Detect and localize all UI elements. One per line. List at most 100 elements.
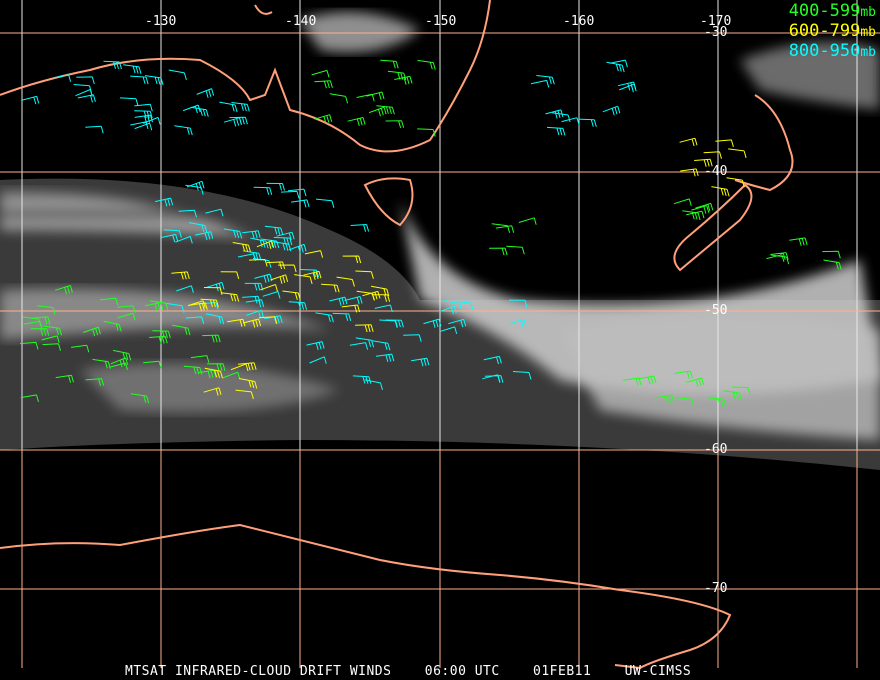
- wind-barb: [185, 316, 205, 325]
- wind-barb: [387, 70, 407, 81]
- wind-barb: [85, 378, 105, 387]
- wind-barb: [130, 75, 149, 85]
- wind-barb: [52, 74, 72, 82]
- wind-barb: [75, 89, 93, 97]
- wind-barb: [506, 245, 525, 255]
- wind-barb: [238, 362, 257, 371]
- wind-barb: [232, 242, 251, 253]
- wind-barb: [280, 190, 300, 199]
- wind-barb: [270, 274, 289, 284]
- wind-barb: [220, 292, 240, 302]
- wind-barb: [606, 61, 625, 73]
- wind-barb: [272, 241, 292, 252]
- wind-barb: [711, 186, 730, 197]
- lon-label-160: -160: [563, 14, 595, 29]
- wind-barb: [73, 84, 92, 93]
- pressure-legend: 400-599mb 600-799mb 800-950mb: [789, 2, 876, 62]
- wind-barb: [202, 334, 221, 343]
- wind-barb: [536, 75, 555, 85]
- wind-barb: [288, 243, 307, 254]
- wind-barb: [329, 93, 349, 104]
- wind-barb: [282, 290, 301, 301]
- wind-barbs: [19, 59, 842, 407]
- wind-barb: [246, 309, 264, 319]
- wind-barb: [314, 80, 333, 89]
- wind-barb: [42, 343, 61, 351]
- wind-barb: [703, 151, 722, 159]
- wind-barb: [198, 369, 217, 379]
- wind-barb: [189, 302, 208, 311]
- wind-barb: [306, 341, 325, 351]
- wind-barb: [385, 120, 405, 129]
- wind-barb: [245, 299, 265, 308]
- wind-barb: [144, 302, 164, 311]
- wind-barb: [439, 326, 458, 335]
- wind-barb: [417, 59, 436, 70]
- coastline-antarctica: [0, 523, 732, 670]
- wind-barb: [20, 394, 39, 403]
- wind-barb: [253, 186, 273, 195]
- lon-label-170: -170: [700, 14, 732, 29]
- wind-barb: [674, 370, 693, 379]
- wind-barb: [315, 312, 334, 323]
- wind-barb: [732, 386, 751, 395]
- wind-barb: [439, 305, 457, 315]
- lat-label-60: -60: [704, 442, 728, 457]
- wind-barb: [243, 250, 262, 261]
- coastline-nz-north: [734, 94, 794, 192]
- wind-barb: [679, 137, 698, 147]
- wind-barb: [119, 97, 139, 106]
- wind-barb: [203, 387, 222, 396]
- wind-barb: [278, 264, 297, 273]
- wind-barb: [220, 271, 240, 280]
- wind-barb: [92, 358, 111, 369]
- wind-barb: [609, 59, 628, 68]
- wind-barb: [266, 182, 285, 191]
- wind-barb: [715, 139, 734, 148]
- coastline-nz-south: [673, 183, 753, 272]
- wind-barb: [54, 285, 73, 295]
- wind-barb: [83, 326, 101, 337]
- wind-barb: [37, 305, 56, 315]
- wind-barb: [512, 371, 532, 380]
- wind-barb: [204, 367, 223, 379]
- wind-barb: [152, 330, 171, 339]
- wind-barb: [229, 116, 248, 125]
- wind-barb: [149, 335, 168, 344]
- caption-title: MTSAT INFRARED-CLOUD DRIFT WINDS: [125, 664, 392, 679]
- wind-barb: [483, 355, 502, 365]
- wind-barb: [491, 223, 511, 233]
- caption-source: UW-CIMSS: [624, 664, 692, 679]
- wind-barb: [223, 117, 242, 127]
- wind-barb: [602, 105, 621, 116]
- wind-barb: [344, 296, 363, 305]
- wind-barb: [311, 69, 330, 78]
- wind-barb: [250, 237, 269, 249]
- wind-barb: [154, 197, 174, 207]
- wind-barb: [304, 250, 324, 258]
- wind-barb: [206, 363, 226, 371]
- wind-barb: [19, 341, 39, 350]
- wind-barb: [189, 222, 208, 233]
- wind-barb: [30, 328, 50, 336]
- wind-barb: [518, 217, 537, 225]
- wind-barb: [235, 389, 254, 400]
- wind-barb: [578, 118, 597, 127]
- wind-barb: [109, 362, 128, 371]
- wind-barb: [823, 259, 842, 270]
- wind-barb: [686, 377, 705, 387]
- wind-barb: [355, 270, 374, 279]
- wind-barb: [176, 285, 194, 293]
- wind-barb: [230, 363, 249, 372]
- coastline-australia: [0, 0, 491, 153]
- wind-barb: [190, 355, 210, 363]
- wind-barb: [185, 184, 204, 195]
- wind-barb: [110, 357, 129, 368]
- wind-barb: [168, 69, 187, 81]
- wind-barb: [380, 59, 399, 69]
- wind-barb: [117, 312, 136, 321]
- wind-barb: [686, 210, 705, 219]
